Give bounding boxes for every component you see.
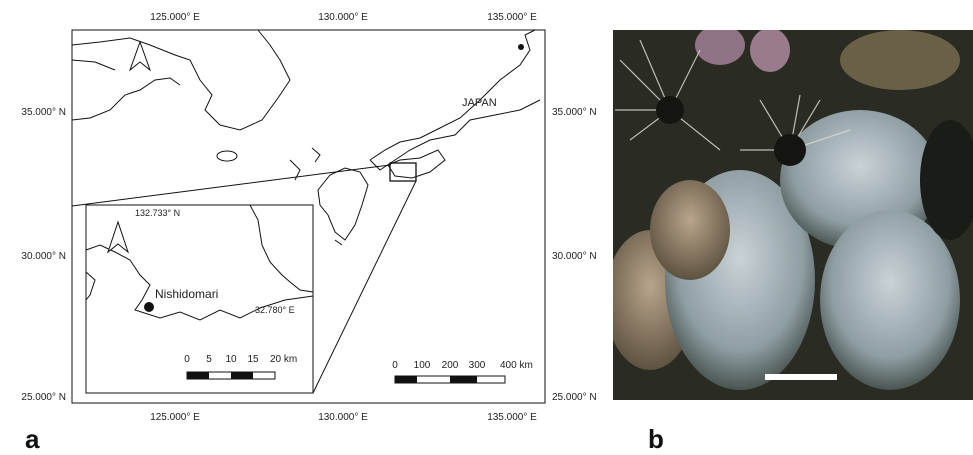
lat-label: 32.780° E <box>255 305 295 315</box>
y-tick-label: 25.000° N <box>552 392 597 403</box>
site-label: Nishidomari <box>155 287 218 301</box>
y-tick-label: 25.000° N <box>21 392 66 403</box>
panel-b-photo: b <box>605 25 973 454</box>
figure: JAPAN 125.000° E 130.000° E 135.000° E 1… <box>0 0 973 455</box>
scale-label: 100 <box>414 360 431 371</box>
scale-bar <box>765 374 837 380</box>
y-tick-label: 35.000° N <box>21 107 66 118</box>
y-tick-label: 35.000° N <box>552 107 597 118</box>
scale-label: 10 <box>225 354 237 365</box>
scale-label: 5 <box>206 354 212 365</box>
x-tick-label: 130.000° E <box>318 12 368 23</box>
panel-label: a <box>25 424 40 454</box>
x-tick-label: 130.000° E <box>318 412 368 423</box>
country-label: JAPAN <box>462 97 497 109</box>
scale-label: 400 km <box>500 360 533 371</box>
scale-label: 300 <box>469 360 486 371</box>
scale-label: 0 <box>184 354 190 365</box>
scale-label: 20 km <box>270 354 297 365</box>
y-tick-label: 30.000° N <box>552 251 597 262</box>
y-tick-label: 30.000° N <box>21 251 66 262</box>
x-tick-label: 135.000° E <box>487 412 537 423</box>
scale-label: 0 <box>392 360 398 371</box>
panel-label: b <box>648 424 664 454</box>
x-tick-label: 135.000° E <box>487 12 537 23</box>
lon-label: 132.733° N <box>135 208 180 218</box>
scale-label: 15 <box>247 354 259 365</box>
inset-map: 132.733° N 32.780° E Nishidomari 0 5 10 … <box>86 205 313 393</box>
panel-a: JAPAN 125.000° E 130.000° E 135.000° E 1… <box>21 12 596 454</box>
scale-label: 200 <box>442 360 459 371</box>
x-tick-label: 125.000° E <box>150 12 200 23</box>
x-tick-label: 125.000° E <box>150 412 200 423</box>
site-marker <box>518 44 524 50</box>
site-marker <box>144 302 154 312</box>
